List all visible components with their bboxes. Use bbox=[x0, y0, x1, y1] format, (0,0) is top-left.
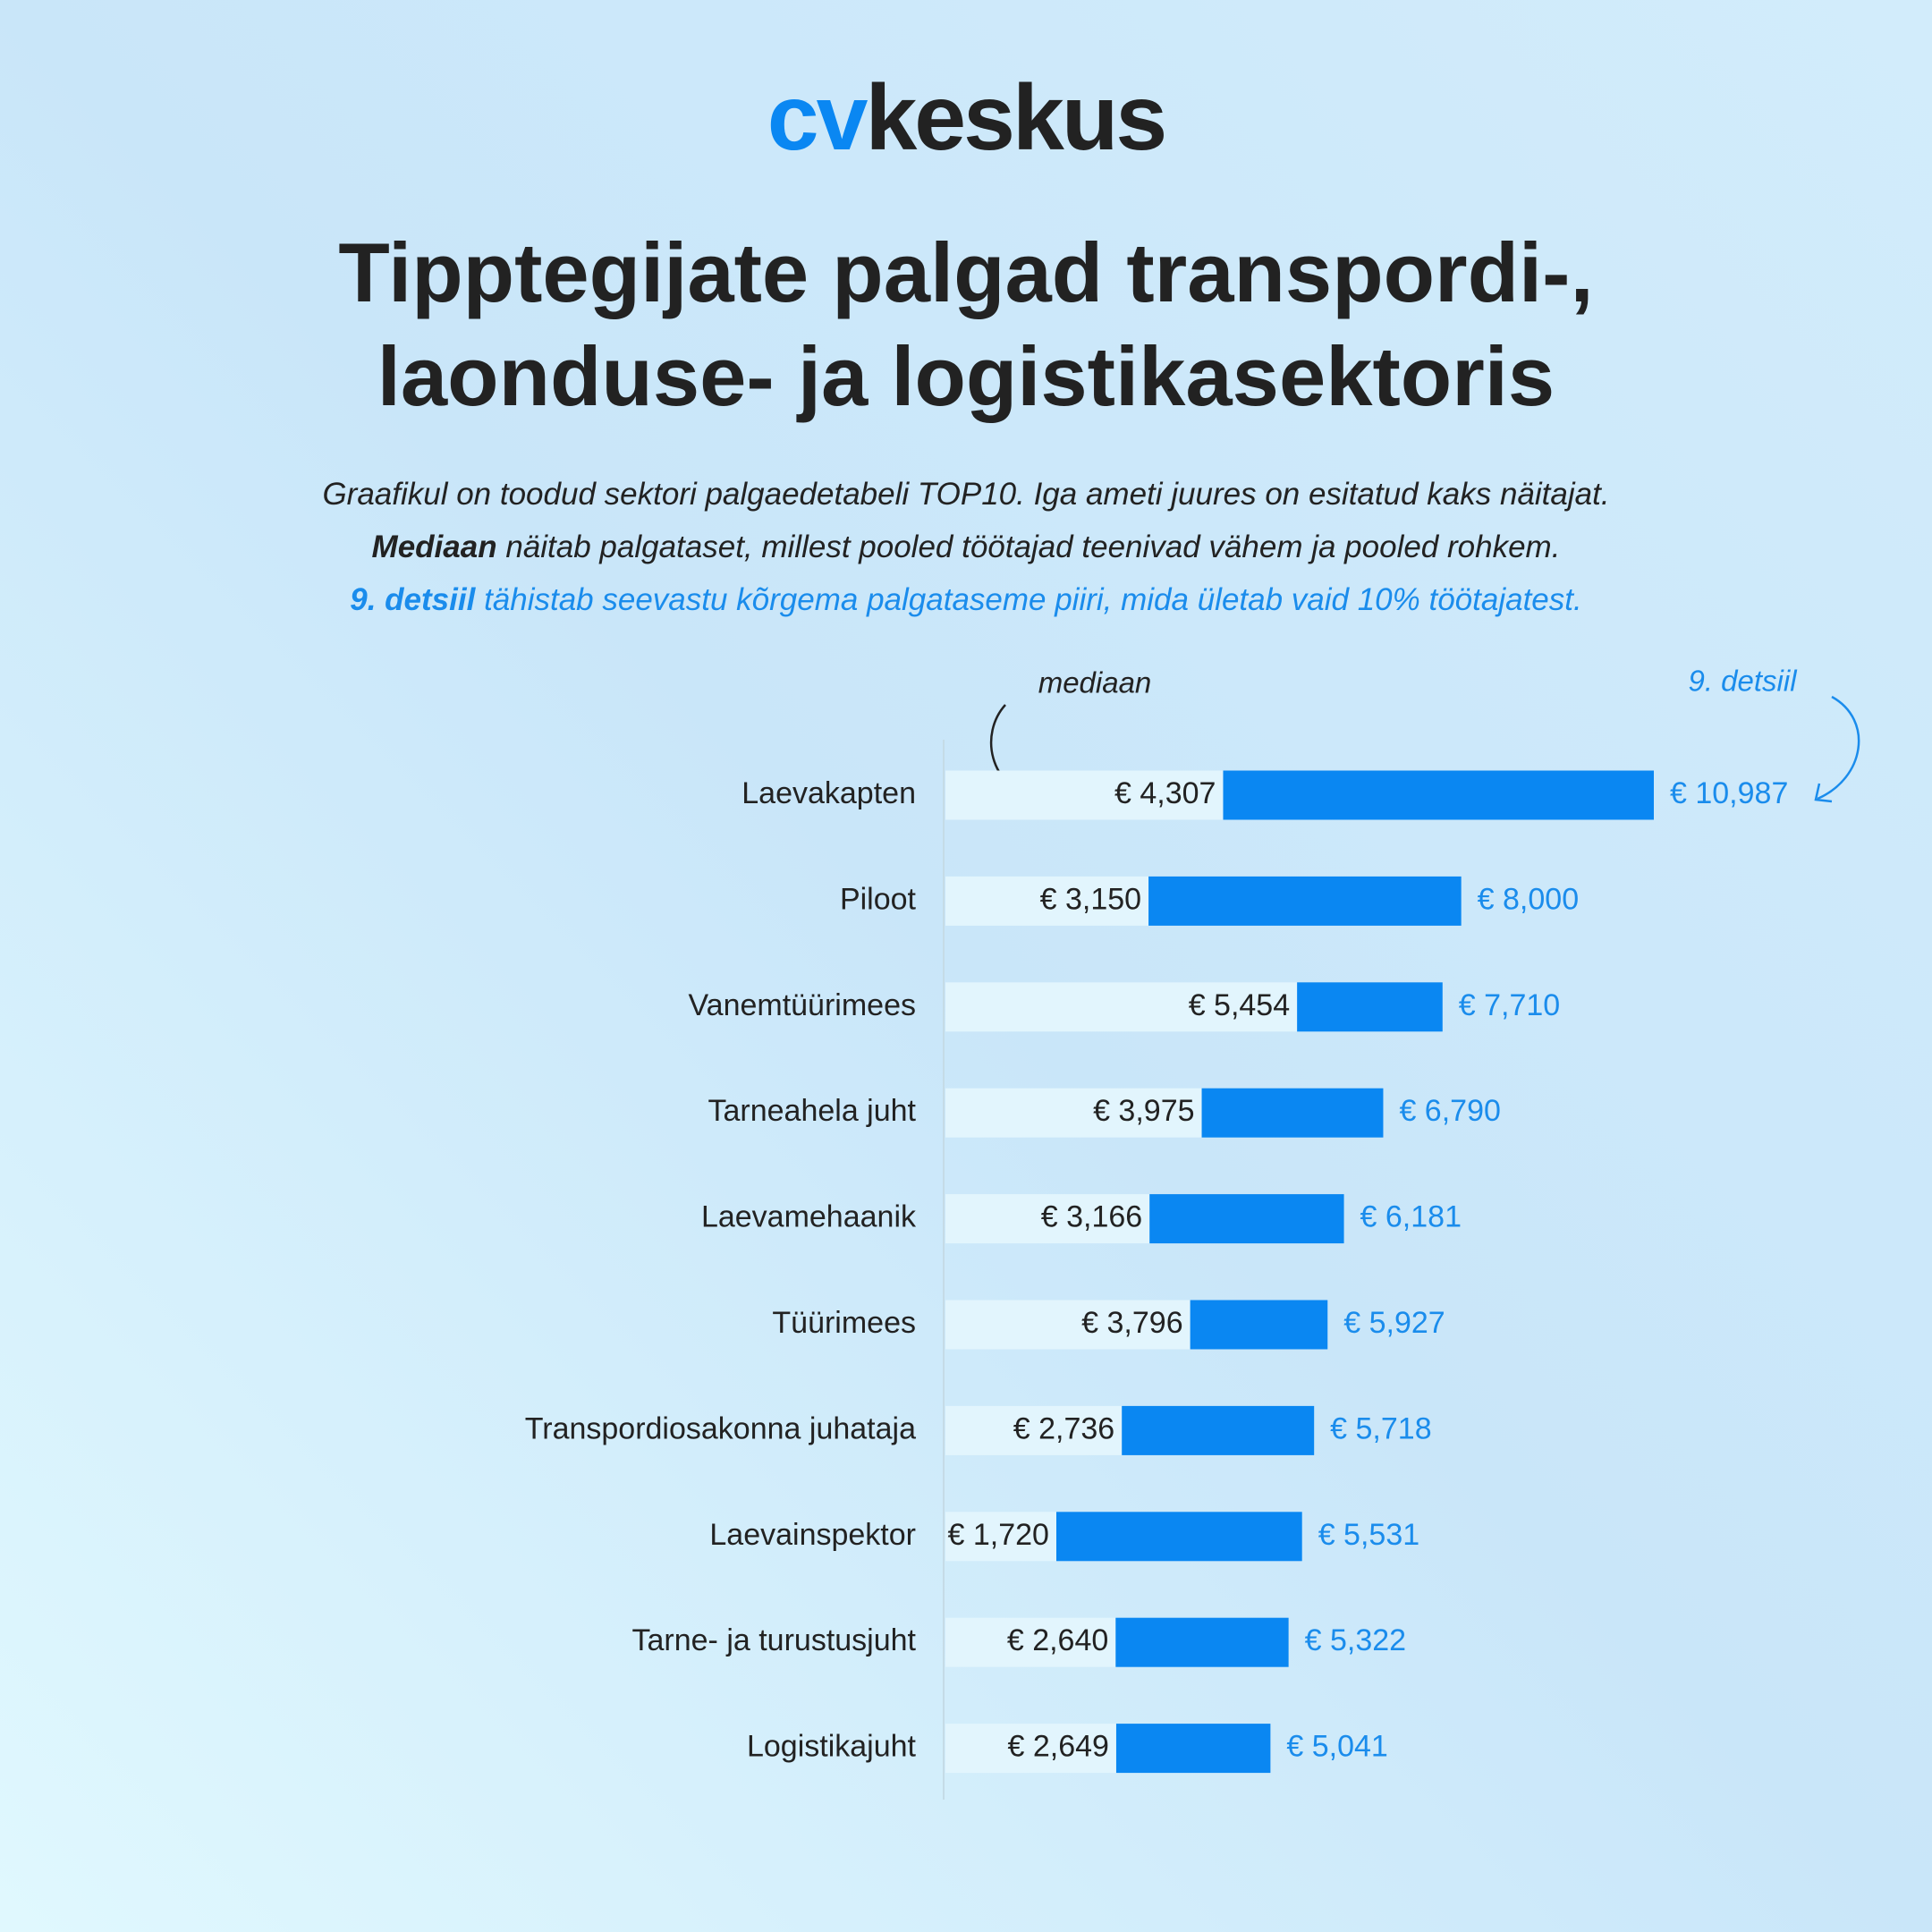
category-label: Laevakapten bbox=[741, 776, 916, 810]
bars: Laevakapten € 4,307 € 10,987 Piloot € 3,150 €… bbox=[525, 770, 1788, 1774]
decile-bar bbox=[1115, 1617, 1289, 1667]
median-label: € 5,454 bbox=[1189, 988, 1290, 1022]
decile-bar bbox=[1115, 1724, 1271, 1774]
chart-title: laonduse- ja logistikasektoris bbox=[377, 329, 1555, 423]
description-text: näitab palgataset, millest pooled töötaj… bbox=[505, 530, 1560, 564]
decile-label: € 5,531 bbox=[1318, 1518, 1419, 1552]
description-emphasis: Mediaan bbox=[372, 530, 497, 564]
decile-label: € 5,718 bbox=[1330, 1411, 1431, 1445]
median-bar bbox=[945, 876, 1149, 926]
decile-annotation: 9. detsiil bbox=[1688, 665, 1798, 698]
decile-label: € 7,710 bbox=[1459, 988, 1560, 1022]
median-bar bbox=[945, 770, 1224, 820]
median-label: € 2,640 bbox=[1007, 1623, 1108, 1657]
category-label: Laevamehaanik bbox=[701, 1200, 917, 1234]
median-label: € 3,796 bbox=[1081, 1306, 1182, 1340]
decile-bar bbox=[1201, 1088, 1384, 1138]
description: Mediaan näitab palgataset, millest poole… bbox=[372, 530, 1561, 564]
decile-label: € 5,927 bbox=[1343, 1306, 1445, 1340]
decile-bar bbox=[1148, 876, 1462, 926]
decile-bar bbox=[1055, 1512, 1302, 1562]
description-emphasis: 9. detsiil bbox=[350, 582, 476, 617]
median-label: € 3,166 bbox=[1041, 1200, 1142, 1234]
decile-label: € 5,041 bbox=[1286, 1730, 1387, 1764]
median-label: € 3,975 bbox=[1093, 1094, 1194, 1128]
category-label: Transpordiosakonna juhataja bbox=[525, 1411, 916, 1445]
median-bar bbox=[945, 1617, 1116, 1667]
category-label: Tarneahela juht bbox=[708, 1094, 916, 1128]
median-bar bbox=[945, 1194, 1150, 1244]
logo: cvkeskus bbox=[767, 66, 1165, 170]
decile-arrow bbox=[1814, 695, 1860, 803]
logo-text: keskus bbox=[865, 66, 1165, 170]
description-text: Graafikul on toodud sektori palgaedetabe… bbox=[322, 477, 1609, 512]
median-label: € 2,649 bbox=[1008, 1730, 1109, 1764]
decile-bar bbox=[1190, 1300, 1328, 1350]
median-label: € 2,736 bbox=[1013, 1411, 1114, 1445]
decile-bar bbox=[1297, 982, 1443, 1032]
category-label: Logistikajuht bbox=[747, 1730, 917, 1764]
decile-label: € 6,790 bbox=[1399, 1094, 1500, 1128]
median-bar bbox=[945, 982, 1298, 1032]
description: Graafikul on toodud sektori palgaedetabe… bbox=[322, 477, 1609, 512]
decile-label: € 8,000 bbox=[1478, 882, 1579, 916]
category-label: Vanemtüürimees bbox=[689, 988, 917, 1022]
category-label: Tarne- ja turustusjuht bbox=[632, 1623, 917, 1657]
decile-label: € 5,322 bbox=[1305, 1623, 1406, 1657]
decile-bar bbox=[1122, 1405, 1315, 1455]
median-label: € 1,720 bbox=[948, 1518, 1049, 1552]
category-label: Laevainspektor bbox=[709, 1518, 916, 1552]
decile-label: € 6,181 bbox=[1360, 1200, 1462, 1234]
decile-bar bbox=[1223, 770, 1654, 820]
median-bar bbox=[945, 1724, 1116, 1774]
median-bar bbox=[945, 1512, 1056, 1562]
decile-label: € 10,987 bbox=[1670, 776, 1788, 810]
description: 9. detsiil tähistab seevastu kõrgema pal… bbox=[350, 582, 1581, 617]
median-bar bbox=[945, 1300, 1191, 1350]
median-bar bbox=[945, 1405, 1123, 1455]
median-label: € 4,307 bbox=[1114, 776, 1216, 810]
chart-title: Tipptegijate palgad transpordi-, bbox=[338, 225, 1593, 319]
median-label: € 3,150 bbox=[1040, 882, 1141, 916]
category-label: Piloot bbox=[840, 882, 917, 916]
category-label: Tüürimees bbox=[772, 1306, 916, 1340]
logo-accent: cv bbox=[767, 66, 869, 170]
decile-bar bbox=[1149, 1194, 1344, 1244]
median-annotation: mediaan bbox=[1038, 666, 1152, 699]
median-bar bbox=[945, 1088, 1202, 1138]
description-text: tähistab seevastu kõrgema palgataseme pi… bbox=[484, 582, 1582, 617]
